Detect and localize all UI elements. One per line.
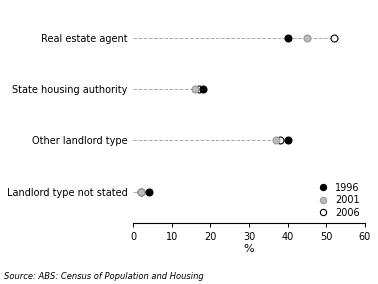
- X-axis label: %: %: [244, 244, 254, 254]
- Legend: 1996, 2001, 2006: 1996, 2001, 2006: [313, 183, 360, 218]
- Text: Source: ABS: Census of Population and Housing: Source: ABS: Census of Population and Ho…: [4, 272, 203, 281]
